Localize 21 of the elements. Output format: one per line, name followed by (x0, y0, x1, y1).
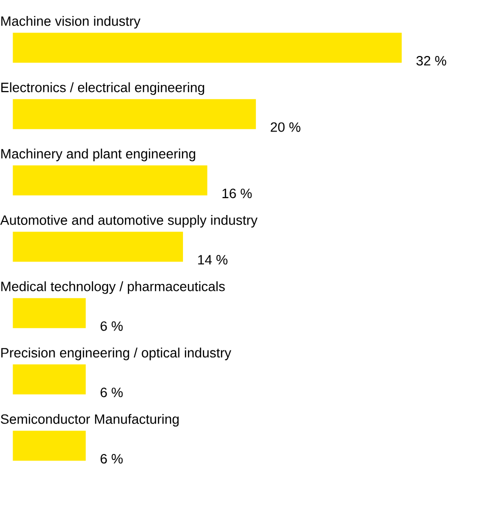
y-tick-label: Precision engineering / optical industry (1, 348, 232, 360)
bar (12, 232, 183, 262)
data-label: 14 % (198, 255, 228, 264)
data-label: 20 % (270, 122, 300, 132)
bar (12, 165, 208, 196)
y-tick-label: Machine vision industry (1, 16, 140, 29)
bar (12, 364, 86, 394)
y-tick-label: Semiconductor Manufacturing (0, 414, 179, 427)
bar (12, 32, 402, 63)
data-label: 6 % (100, 321, 123, 331)
bar (12, 99, 256, 130)
data-label: 6 % (100, 388, 123, 398)
y-tick-label: Machinery and plant engineering (1, 148, 196, 162)
data-label: 32 % (416, 56, 446, 66)
data-label: 16 % (222, 188, 252, 198)
y-tick-label: Automotive and automotive supply industry (0, 214, 258, 228)
bar (12, 430, 86, 461)
y-tick-label: Medical technology / pharmaceuticals (1, 281, 225, 294)
y-tick-label: Electronics / electrical engineering (1, 82, 204, 95)
data-label: 6 % (100, 454, 123, 464)
bar (12, 298, 86, 328)
